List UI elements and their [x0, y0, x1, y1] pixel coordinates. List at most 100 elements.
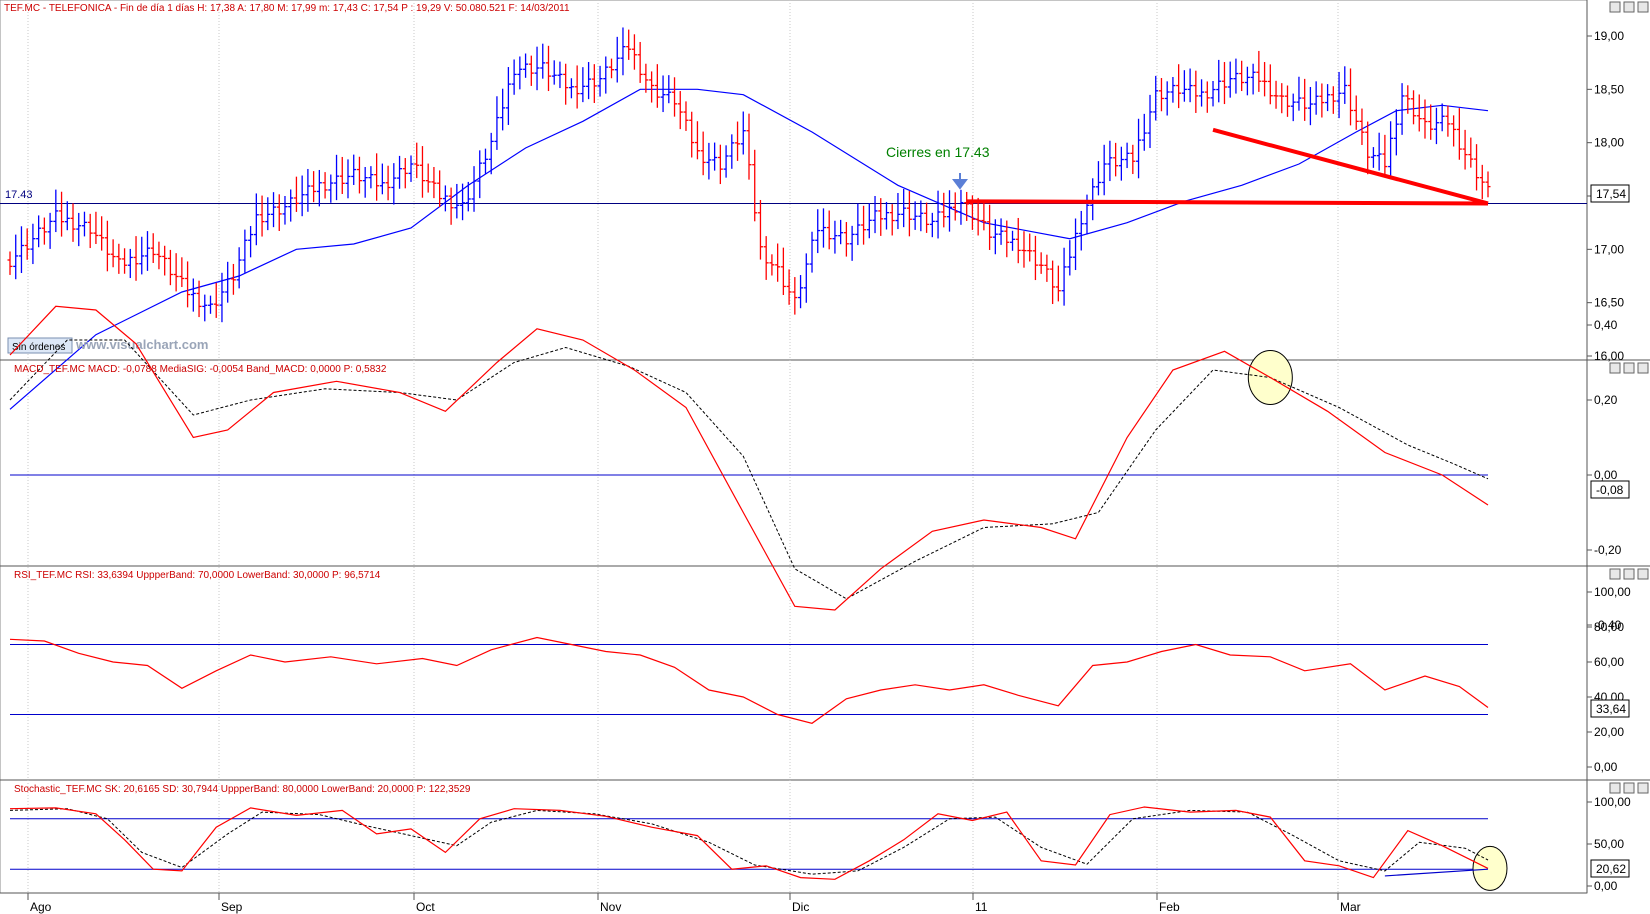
price-bar [1153, 75, 1159, 121]
price-bar [1004, 220, 1010, 258]
price-bar [866, 203, 872, 239]
price-bar [947, 190, 953, 232]
price-bar [523, 53, 529, 78]
price-bar [59, 191, 65, 237]
price-bar [448, 187, 454, 225]
price-bar [1170, 77, 1176, 103]
price-bar [259, 195, 265, 237]
price-bar [36, 215, 42, 248]
price-bar [156, 241, 162, 270]
price-bar [895, 193, 901, 230]
y-tick-label: 16,50 [1594, 296, 1624, 310]
price-bar [1456, 108, 1462, 160]
price-bar [316, 169, 322, 207]
price-bar [253, 193, 259, 246]
price-bar [305, 168, 311, 212]
price-bar [282, 196, 288, 225]
moving-average-line [9, 88, 1489, 410]
price-bar [1451, 115, 1457, 147]
price-bar [1485, 171, 1491, 198]
price-bar [603, 56, 609, 94]
price-bar [1095, 161, 1101, 196]
close-button[interactable] [1637, 362, 1649, 374]
panel-controls [1609, 1, 1649, 794]
price-bar [1250, 63, 1256, 95]
price-bar [1239, 60, 1245, 92]
price-bar [694, 121, 700, 160]
close-button[interactable] [1637, 782, 1649, 794]
price-bar [230, 263, 236, 295]
price-bar [683, 101, 689, 131]
price-bar [1336, 71, 1342, 119]
x-tick-label: Mar [1340, 900, 1361, 914]
minimize-button[interactable] [1609, 362, 1621, 374]
price-bar [1411, 90, 1417, 125]
price-bar [631, 34, 637, 70]
price-bar [861, 205, 867, 245]
last-price-value: 17,54 [1596, 187, 1626, 201]
price-bar [511, 59, 517, 95]
price-bar [712, 142, 718, 171]
price-bar [586, 62, 592, 100]
macd-panel: 0,40 0,20 0,00 -0,20 -0,40 -0,08 MACD_TEF.MC… [9, 305, 1630, 632]
price-bar [116, 243, 122, 274]
price-bar [1078, 210, 1084, 251]
price-bar [832, 220, 838, 254]
price-bar [843, 222, 849, 257]
price-bar [1279, 83, 1285, 114]
price-bar [494, 96, 500, 150]
y-tick-label: 0,00 [1594, 468, 1618, 482]
price-bar [1164, 81, 1170, 116]
price-bar [465, 181, 471, 212]
close-button[interactable] [1637, 568, 1649, 580]
price-bar [1439, 103, 1445, 132]
price-bar [339, 156, 345, 195]
price-bar [87, 213, 93, 249]
price-bar [1210, 81, 1216, 107]
price-bar [133, 236, 139, 281]
trend-line [966, 199, 1489, 206]
price-bar [918, 200, 924, 232]
price-bar [1416, 94, 1422, 132]
price-bar [1365, 121, 1371, 175]
minimize-button[interactable] [1609, 1, 1621, 13]
price-bar [809, 231, 815, 273]
price-bar [803, 253, 809, 303]
minimize-button[interactable] [1609, 568, 1621, 580]
price-bar [173, 253, 179, 292]
macd-line [9, 305, 1489, 611]
y-tick-label: 60,00 [1594, 655, 1624, 669]
price-bar [1474, 144, 1480, 191]
price-bar [757, 199, 763, 260]
close-button[interactable] [1637, 1, 1649, 13]
price-bar [591, 64, 597, 103]
maximize-button[interactable] [1623, 362, 1635, 374]
maximize-button[interactable] [1623, 1, 1635, 13]
price-bar [81, 211, 87, 237]
price-bar [208, 295, 214, 314]
price-bar [345, 159, 351, 199]
stochastic-last-box [1590, 859, 1630, 878]
maximize-button[interactable] [1623, 568, 1635, 580]
price-bar [1462, 129, 1468, 170]
macd-signal-line [9, 339, 1489, 600]
x-tick-label: Nov [600, 900, 621, 914]
price-bar [408, 155, 414, 182]
price-bar [362, 166, 368, 198]
minimize-button[interactable] [1609, 782, 1621, 794]
price-bar [1468, 137, 1474, 168]
price-bar [1262, 62, 1268, 97]
price-bar [288, 189, 294, 222]
price-bar [1124, 142, 1130, 169]
price-bar [1101, 144, 1107, 196]
price-bar [41, 217, 47, 245]
price-bar [654, 64, 660, 108]
price-bar [196, 280, 202, 318]
trend-line [1212, 127, 1489, 206]
maximize-button[interactable] [1623, 782, 1635, 794]
price-bar [1382, 134, 1388, 176]
price-bar [1376, 132, 1382, 171]
price-bar [76, 212, 82, 247]
sin-ordenes-box[interactable] [7, 337, 73, 354]
